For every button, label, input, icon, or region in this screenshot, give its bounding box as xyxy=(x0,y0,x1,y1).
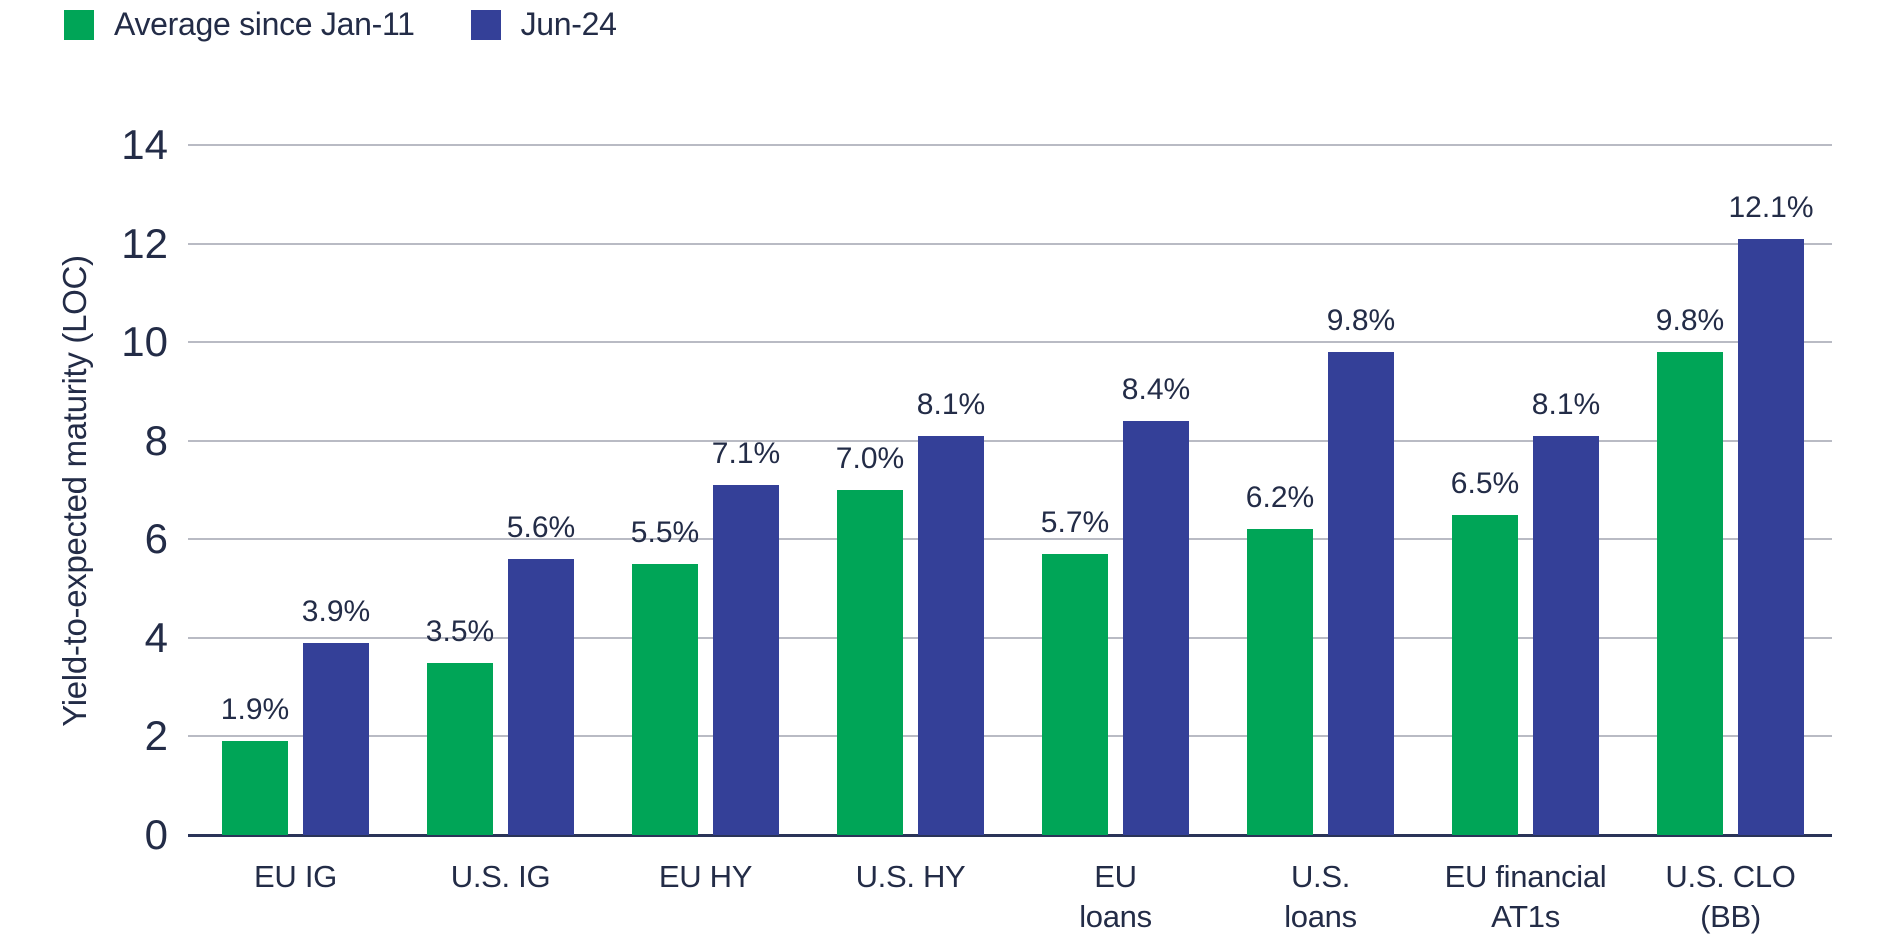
bar-jun24-7 xyxy=(1533,435,1599,835)
gridline-y-2 xyxy=(188,735,1832,738)
value-label-average-2: 3.5% xyxy=(425,614,495,648)
gridline-y-8 xyxy=(188,439,1832,442)
legend-label: Average since Jan-11 xyxy=(114,6,415,42)
legend-swatch-blue xyxy=(470,9,501,40)
bar-jun24-2 xyxy=(508,559,574,835)
x-category-label-2: U.S. IG xyxy=(450,859,551,894)
bar-average-1 xyxy=(222,741,288,835)
bar-jun24-4 xyxy=(918,435,984,835)
chart-legend: Average since Jan-11 Jun-24 xyxy=(64,6,617,43)
y-tick-label-2: 2 xyxy=(144,712,168,760)
bar-average-7 xyxy=(1452,514,1518,835)
legend-item-average-since-jan-11: Average since Jan-11 xyxy=(64,6,415,43)
value-label-average-3: 5.5% xyxy=(630,515,700,549)
bar-average-3 xyxy=(632,563,698,835)
y-tick-label-12: 12 xyxy=(121,219,168,267)
bar-jun24-1 xyxy=(303,642,369,835)
bar-average-2 xyxy=(427,662,493,835)
gridline-y-14 xyxy=(188,144,1832,146)
legend-item-jun-24: Jun-24 xyxy=(470,6,617,43)
gridline-y-6 xyxy=(188,538,1832,541)
y-tick-label-4: 4 xyxy=(144,613,168,661)
value-label-jun24-2: 5.6% xyxy=(506,511,576,544)
value-label-average-6: 6.2% xyxy=(1245,481,1315,515)
y-tick-label-14: 14 xyxy=(121,121,168,168)
y-tick-label-8: 8 xyxy=(144,416,168,464)
bar-jun24-6 xyxy=(1328,352,1394,835)
value-label-average-7: 6.5% xyxy=(1450,466,1520,500)
bar-jun24-5 xyxy=(1123,421,1189,835)
value-label-jun24-8: 12.1% xyxy=(1728,190,1814,224)
value-label-average-4: 7.0% xyxy=(835,442,905,475)
gridline-y-12 xyxy=(188,242,1832,245)
bar-average-8 xyxy=(1657,352,1723,835)
x-category-label-3: EU HY xyxy=(658,859,753,894)
value-label-jun24-1: 3.9% xyxy=(301,594,371,628)
value-label-average-5: 5.7% xyxy=(1040,506,1110,540)
plot-area: 0 2 4 6 8 10 12 14 1.9% 3.9% EU IG 3.5% 5.6% U.S. IG 5… xyxy=(121,124,1832,934)
value-label-jun24-3: 7.1% xyxy=(711,437,781,471)
value-label-jun24-4: 8.1% xyxy=(916,387,986,421)
value-label-average-1: 1.9% xyxy=(220,693,290,727)
bar-jun24-3 xyxy=(713,485,779,835)
y-tick-label-0: 0 xyxy=(144,811,168,858)
bar-average-6 xyxy=(1247,529,1313,835)
y-tick-label-10: 10 xyxy=(121,318,168,366)
bar-average-4 xyxy=(837,490,903,835)
value-label-jun24-5: 8.4% xyxy=(1121,373,1191,406)
x-category-label-6: U.S. loans xyxy=(1284,859,1357,934)
x-category-label-5: EU loans xyxy=(1079,859,1152,934)
x-category-label-1: EU IG xyxy=(254,859,337,894)
legend-label: Jun-24 xyxy=(520,6,617,42)
legend-swatch-green xyxy=(64,9,94,40)
value-label-jun24-6: 9.8% xyxy=(1326,304,1396,337)
x-category-label-8: U.S. CLO (BB) xyxy=(1665,859,1796,934)
bar-jun24-8 xyxy=(1738,238,1804,835)
x-category-label-7: EU financial AT1s xyxy=(1444,859,1607,934)
value-label-jun24-7: 8.1% xyxy=(1531,387,1601,421)
gridline-y-10 xyxy=(188,341,1832,344)
x-category-label-4: U.S. HY xyxy=(855,859,966,894)
value-label-average-8: 9.8% xyxy=(1655,304,1725,337)
x-axis-baseline xyxy=(188,834,1832,837)
bar-average-5 xyxy=(1042,554,1108,835)
y-tick-label-6: 6 xyxy=(144,515,168,563)
gridline-y-4 xyxy=(188,636,1832,639)
